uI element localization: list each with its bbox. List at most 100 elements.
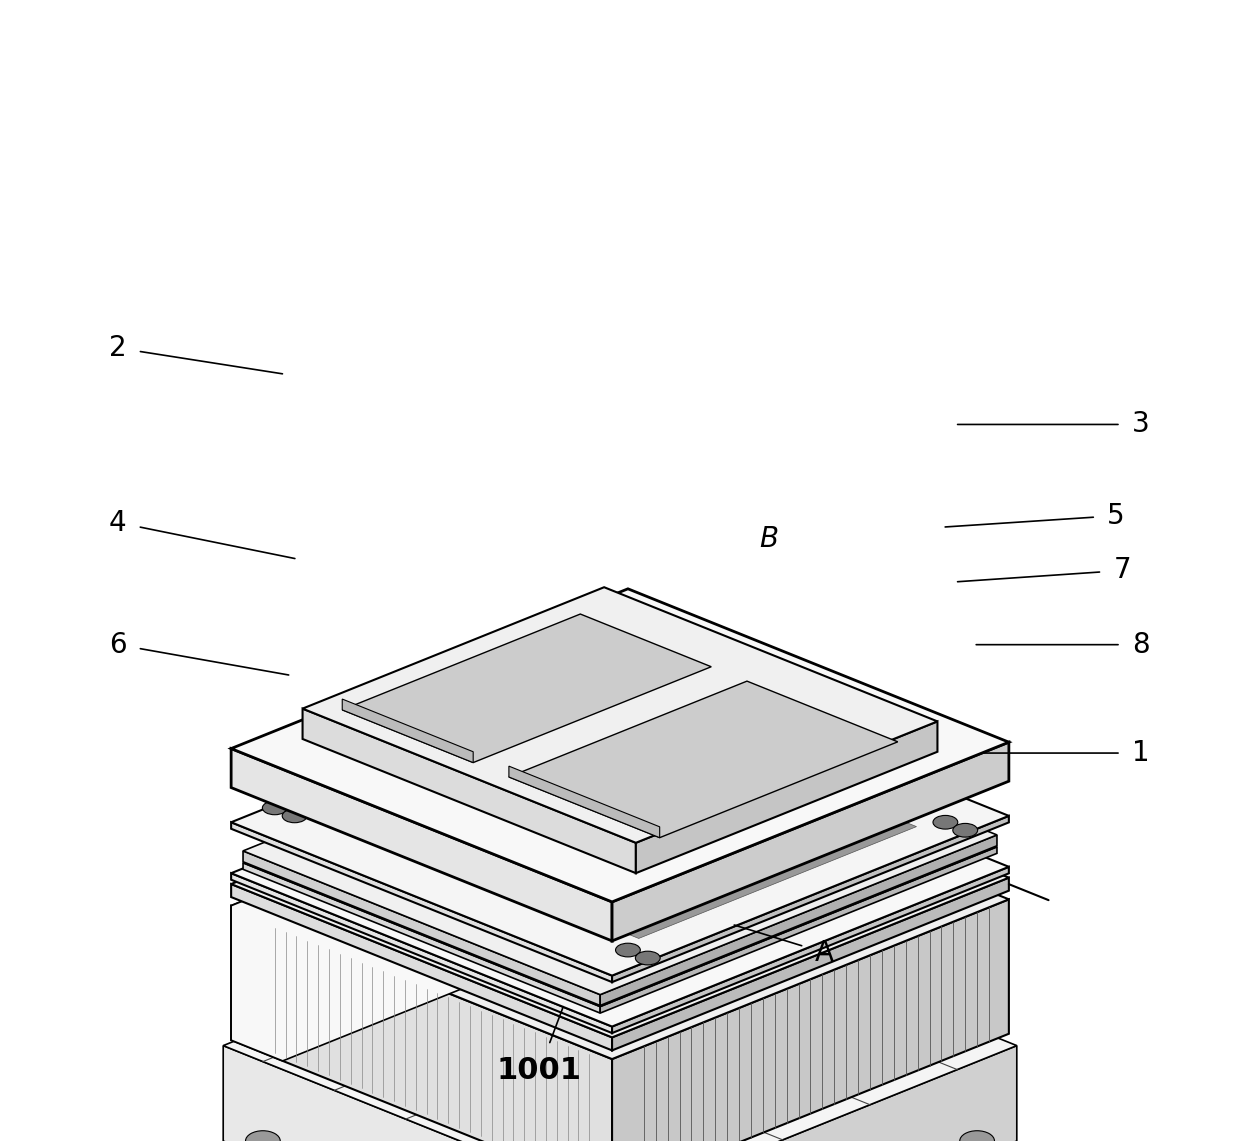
Polygon shape <box>515 777 802 892</box>
Text: 6: 6 <box>109 631 289 675</box>
Ellipse shape <box>693 882 715 893</box>
Ellipse shape <box>651 865 673 876</box>
Polygon shape <box>382 723 670 840</box>
Polygon shape <box>501 1047 918 1141</box>
Polygon shape <box>565 803 728 869</box>
Ellipse shape <box>854 851 877 863</box>
Text: 7: 7 <box>957 557 1131 584</box>
Polygon shape <box>517 806 827 930</box>
Ellipse shape <box>665 775 687 786</box>
Ellipse shape <box>384 853 407 865</box>
Polygon shape <box>439 746 727 863</box>
Polygon shape <box>590 814 753 880</box>
Polygon shape <box>454 780 764 905</box>
Polygon shape <box>303 709 636 873</box>
Polygon shape <box>613 877 1009 1051</box>
Ellipse shape <box>756 907 779 919</box>
Ellipse shape <box>932 816 957 830</box>
Ellipse shape <box>635 952 660 965</box>
Ellipse shape <box>735 899 758 911</box>
Polygon shape <box>739 874 903 940</box>
Ellipse shape <box>503 806 526 817</box>
Text: 5: 5 <box>945 502 1125 529</box>
Polygon shape <box>580 831 890 955</box>
Ellipse shape <box>363 845 386 857</box>
Polygon shape <box>765 884 928 949</box>
Polygon shape <box>622 848 932 972</box>
Text: B: B <box>759 525 779 552</box>
Polygon shape <box>601 840 911 964</box>
Ellipse shape <box>875 859 898 871</box>
Polygon shape <box>459 754 746 869</box>
Polygon shape <box>223 885 1017 1141</box>
Text: 1: 1 <box>982 739 1149 767</box>
Polygon shape <box>538 814 848 939</box>
Ellipse shape <box>728 800 750 811</box>
Ellipse shape <box>609 848 631 859</box>
Polygon shape <box>508 723 580 753</box>
Text: 1001: 1001 <box>497 1006 582 1085</box>
Polygon shape <box>370 746 680 871</box>
Polygon shape <box>433 771 743 896</box>
Polygon shape <box>324 841 486 906</box>
Text: A: A <box>734 925 835 966</box>
Ellipse shape <box>482 798 505 809</box>
Polygon shape <box>342 614 712 762</box>
Polygon shape <box>572 800 859 915</box>
Polygon shape <box>373 860 537 926</box>
Polygon shape <box>402 731 689 847</box>
Polygon shape <box>636 721 937 873</box>
Polygon shape <box>640 834 802 899</box>
Polygon shape <box>613 867 1009 1033</box>
Polygon shape <box>622 961 786 1027</box>
Polygon shape <box>231 746 680 1061</box>
Polygon shape <box>231 884 613 1051</box>
Polygon shape <box>534 785 822 900</box>
Ellipse shape <box>595 938 618 949</box>
Polygon shape <box>231 906 613 1141</box>
Text: 3: 3 <box>957 411 1149 438</box>
Ellipse shape <box>283 809 308 823</box>
Polygon shape <box>615 824 777 890</box>
Ellipse shape <box>511 905 533 916</box>
Polygon shape <box>429 755 501 785</box>
Ellipse shape <box>616 947 639 958</box>
Ellipse shape <box>567 831 589 842</box>
Ellipse shape <box>686 783 708 794</box>
Polygon shape <box>270 817 342 845</box>
Ellipse shape <box>791 826 813 837</box>
Ellipse shape <box>525 815 547 826</box>
Polygon shape <box>490 774 653 840</box>
Polygon shape <box>629 823 916 938</box>
Polygon shape <box>665 844 828 909</box>
Polygon shape <box>345 709 632 824</box>
Ellipse shape <box>644 767 666 778</box>
Polygon shape <box>350 787 422 817</box>
Polygon shape <box>508 681 898 837</box>
Ellipse shape <box>405 863 428 874</box>
Polygon shape <box>243 851 600 1005</box>
Polygon shape <box>423 881 587 947</box>
Polygon shape <box>613 899 1009 1141</box>
Polygon shape <box>306 721 616 845</box>
Polygon shape <box>465 763 629 830</box>
Ellipse shape <box>637 955 660 966</box>
Polygon shape <box>325 701 613 816</box>
Polygon shape <box>231 713 1009 1027</box>
Polygon shape <box>231 746 1009 1059</box>
Polygon shape <box>231 873 613 1033</box>
Polygon shape <box>598 952 761 1017</box>
Ellipse shape <box>559 733 582 744</box>
Ellipse shape <box>553 922 575 933</box>
Ellipse shape <box>461 788 484 800</box>
Polygon shape <box>363 715 651 832</box>
Ellipse shape <box>812 834 835 845</box>
Polygon shape <box>600 847 997 1013</box>
Polygon shape <box>231 725 1009 1037</box>
Polygon shape <box>790 895 952 960</box>
Polygon shape <box>591 808 879 923</box>
Polygon shape <box>348 737 658 863</box>
Polygon shape <box>243 863 600 1013</box>
Polygon shape <box>613 742 1009 941</box>
Polygon shape <box>494 841 548 864</box>
